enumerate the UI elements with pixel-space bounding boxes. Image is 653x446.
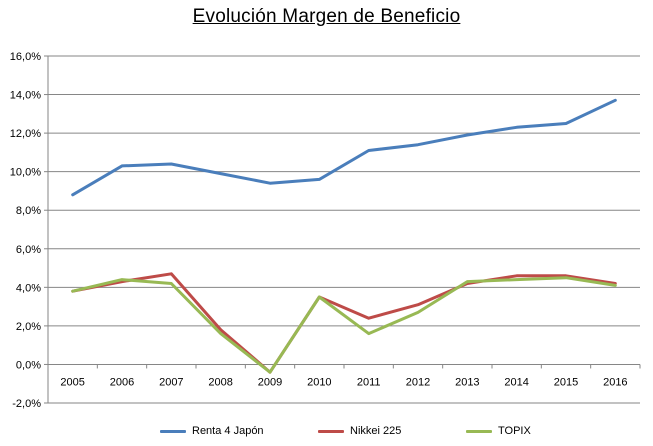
data-point-nikkei-225 [515, 274, 518, 277]
x-tick-label: 2010 [307, 376, 331, 388]
x-tick-label: 2007 [159, 376, 183, 388]
series-lines [71, 98, 617, 374]
data-point-topix [466, 280, 469, 283]
x-tick-label: 2013 [455, 376, 479, 388]
legend-swatch [466, 429, 492, 433]
series-line-topix [71, 276, 617, 374]
legend-item-topix: TOPIX [466, 425, 531, 437]
data-point-renta-4-japon [515, 126, 518, 129]
chart-title: Evolución Margen de Beneficio [192, 6, 461, 27]
x-tick-label: 2009 [258, 376, 282, 388]
data-point-topix [268, 370, 272, 374]
y-tick-label: 6,0% [16, 244, 41, 256]
data-point-topix [515, 278, 518, 281]
x-tick-label: 2016 [603, 376, 627, 388]
y-tick-label: 0,0% [16, 359, 41, 371]
gridlines [48, 55, 640, 404]
legend-swatch [160, 429, 186, 433]
data-point-topix [318, 295, 321, 299]
series-line-nikkei-225 [71, 272, 617, 374]
y-tick-label: 14,0% [10, 90, 41, 102]
data-point-nikkei-225 [416, 303, 420, 306]
series-line-renta-4-japon [71, 98, 617, 197]
y-tick-label: 2,0% [16, 321, 41, 333]
data-point-topix [614, 284, 617, 287]
x-tick-label: 2012 [406, 376, 430, 388]
y-axis-tick-labels: -2,0% 0,0% 2,0% 4,0% 6,0% 8,0% 10,0% 12,0% 14,0%… [10, 51, 41, 410]
data-point-renta-4-japon [564, 122, 568, 125]
y-tick-label: -2,0% [12, 398, 41, 410]
data-point-topix [564, 276, 568, 279]
legend: Renta 4 Japón Nikkei 225 TOPIX [0, 425, 653, 441]
legend-item-renta-4-japon: Renta 4 Japón [160, 425, 264, 437]
data-point-renta-4-japon [268, 182, 272, 185]
x-tick-label: 2006 [110, 376, 134, 388]
y-tick-label: 4,0% [16, 282, 41, 294]
x-tick-label: 2008 [208, 376, 232, 388]
data-point-renta-4-japon [318, 178, 321, 181]
data-point-topix [71, 289, 74, 293]
data-point-topix [367, 332, 370, 335]
x-tick-label: 2014 [504, 376, 528, 388]
data-point-renta-4-japon [416, 143, 420, 146]
x-tick-label: 2011 [357, 376, 381, 388]
legend-swatch [318, 429, 344, 433]
data-point-renta-4-japon [219, 172, 222, 175]
x-tick-label: 2005 [60, 376, 84, 388]
x-tick-label: 2015 [554, 376, 578, 388]
x-axis-tick-labels: 2005 2006 2007 2008 2009 2010 2011 2012 2013 2014… [60, 376, 627, 388]
data-point-nikkei-225 [170, 272, 173, 276]
data-point-renta-4-japon [120, 164, 124, 168]
data-point-renta-4-japon [466, 133, 469, 137]
y-tick-label: 10,0% [10, 167, 41, 179]
data-point-topix [416, 311, 420, 314]
y-tick-label: 8,0% [16, 205, 41, 217]
data-point-nikkei-225 [219, 328, 222, 331]
y-tick-label: 16,0% [10, 51, 41, 63]
legend-item-nikkei-225: Nikkei 225 [318, 425, 401, 437]
legend-label: Nikkei 225 [350, 425, 402, 437]
data-point-renta-4-japon [614, 99, 617, 102]
data-point-renta-4-japon [71, 193, 74, 196]
axes [44, 55, 641, 404]
data-point-renta-4-japon [170, 162, 173, 166]
legend-label: Renta 4 Japón [192, 425, 264, 437]
data-point-topix [120, 278, 124, 281]
y-tick-label: 12,0% [10, 128, 41, 140]
data-point-renta-4-japon [367, 149, 370, 152]
data-point-topix [170, 282, 173, 285]
legend-label: TOPIX [498, 425, 531, 437]
data-point-nikkei-225 [367, 316, 370, 320]
data-point-topix [219, 332, 222, 335]
